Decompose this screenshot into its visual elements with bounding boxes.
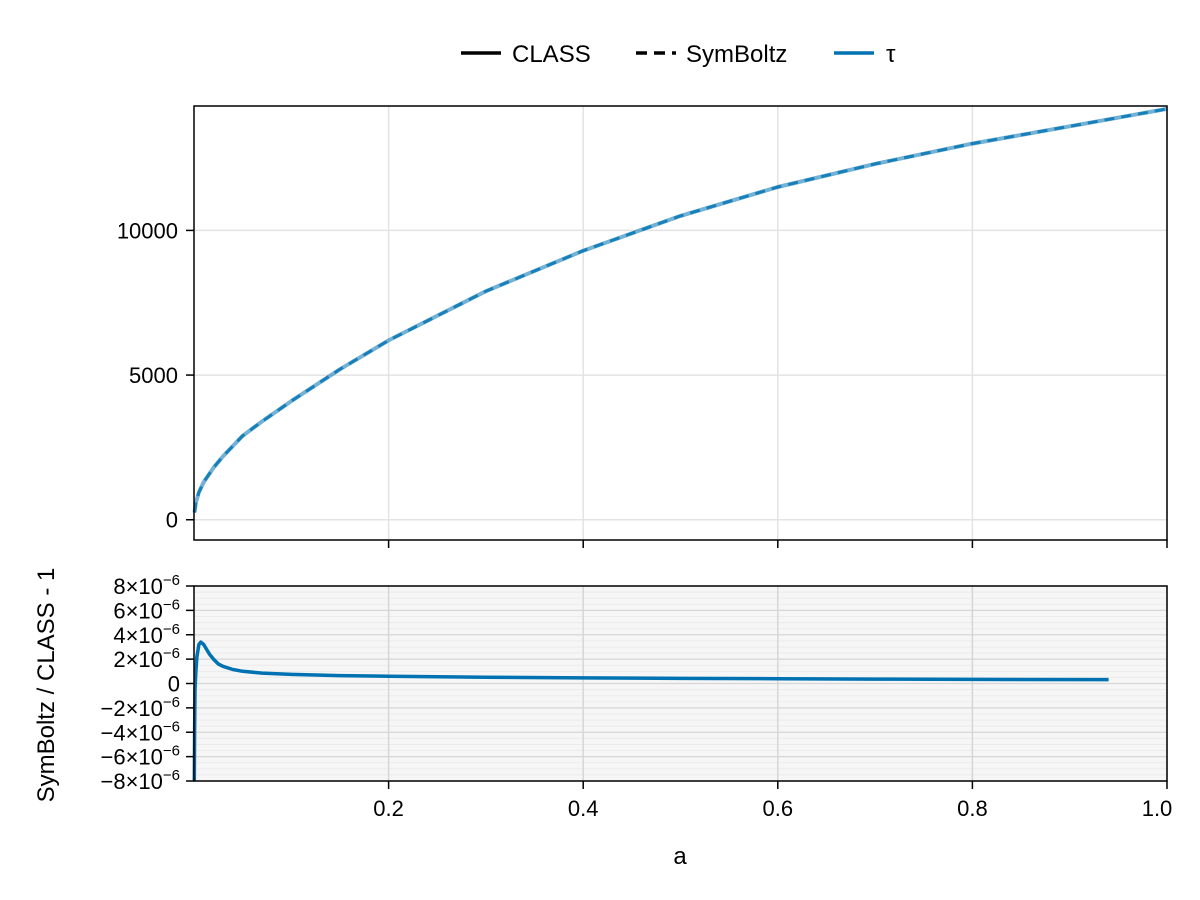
top-series [192,106,1168,513]
x-axis-label: a [673,843,687,870]
bottom-panel: 0.2 0.4 0.6 0.8 1.0 −8×10−6−6×10−6−4×10−6−2×… [33,568,1172,870]
top-ytick-label: 10000 [117,218,178,243]
bottom-ytick-label: 0 [168,672,180,697]
top-grid [194,106,1168,540]
top-ytick-label: 0 [166,508,178,533]
bottom-series [192,640,1109,782]
bottom-ytick-label: −2×10−6 [100,694,180,721]
bottom-xtick-label: 0.6 [763,796,794,821]
legend-label-tau: τ [886,41,896,68]
legend: CLASS SymBoltz τ [461,41,896,68]
series-line-ratio [192,640,1109,782]
bottom-ytick-label: 6×10−6 [113,596,180,623]
bottom-ytick-label: 8×10−6 [113,572,180,599]
series-line-symboltz [193,107,1168,513]
bottom-yticks: −8×10−6−6×10−6−4×10−6−2×10−602×10−64×10−… [100,572,194,794]
bottom-ytick-label: −6×10−6 [100,743,180,770]
legend-label-class: CLASS [512,41,591,68]
bottom-xtick-label: 0.2 [373,796,404,821]
top-ytick-label: 5000 [129,363,178,388]
bottom-ytick-label: 4×10−6 [113,621,180,648]
bottom-xtick-label: 1.0 [1142,796,1173,821]
bottom-xtick-label: 0.4 [568,796,599,821]
top-panel: 0 5000 10000 [117,105,1168,548]
top-yticks: 0 5000 10000 [117,218,194,533]
top-axes-frame [193,105,1168,541]
bottom-xticks: 0.2 0.4 0.6 0.8 1.0 [373,781,1172,821]
bottom-ytick-label: −4×10−6 [100,718,180,745]
y-axis-label: SymBoltz / CLASS - 1 [33,568,60,803]
series-line-class [192,106,1168,513]
legend-label-symboltz: SymBoltz [686,41,787,68]
bottom-ytick-label: 2×10−6 [113,645,180,672]
bottom-xtick-label: 0.8 [957,796,988,821]
top-xticks [387,540,1168,548]
bottom-ytick-label: −8×10−6 [100,767,180,794]
